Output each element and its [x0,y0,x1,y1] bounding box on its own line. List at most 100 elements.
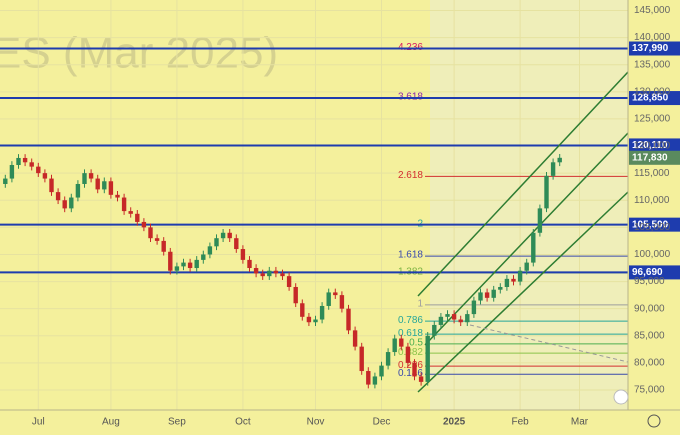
candle-body [484,292,490,298]
candle-body [240,249,246,260]
candle-body [62,200,67,209]
candle-body [234,238,239,250]
candle-body [451,314,457,320]
candle-body [9,165,15,179]
candle-body [537,208,543,233]
y-tick-label: 135,000 [634,59,671,70]
candle-body [491,289,496,298]
level-box [629,91,680,106]
channel-line [424,132,629,346]
candle-body [36,166,41,174]
candle-body [253,268,259,274]
candle-body [418,376,424,382]
candle-body [49,178,54,193]
candle-body [438,316,444,325]
x-tick-label: Jul [32,417,45,428]
candle-body [445,314,450,317]
x-tick-label: Sep [168,417,186,428]
level-box [629,265,680,280]
candle-body [425,335,430,382]
level-label: 105,500 [632,219,669,230]
icon [613,389,629,405]
candle-body [498,286,503,290]
y-tick-label: 85,000 [634,330,665,341]
candle-body [187,262,193,269]
y-tick-label: 80,000 [634,358,665,369]
candle-body [121,197,127,212]
y-tick-label: 105,000 [634,222,671,233]
candle-body [207,246,213,255]
candle-body [55,192,61,201]
x-tick-label: Feb [511,417,529,428]
level-label: 128,850 [632,93,669,104]
x-tick-label: Nov [307,417,325,428]
candle-body [95,178,100,190]
y-tick-label: 145,000 [634,5,671,16]
candle-body [319,305,325,320]
level-label: 137,990 [632,43,669,54]
candle-body [181,262,186,267]
level-box [629,41,680,56]
candle-body [326,292,331,306]
candle-body [286,276,292,287]
y-tick-label: 130,000 [634,86,671,97]
candle-body [102,181,107,190]
dashed-line [469,324,629,363]
candle-body [471,300,477,315]
x-tick-label: Mar [571,417,589,428]
candle-body [42,173,48,179]
candle-body [432,324,437,336]
fib-label: 0.786 [398,315,423,326]
candle-body [22,157,28,163]
candle-body [333,292,338,296]
candle-body [313,319,318,323]
candle-body [458,319,463,323]
level-box [629,217,680,232]
y-tick-label: 90,000 [634,303,665,314]
candle-body [115,194,120,198]
candle-body [372,376,378,385]
fib-zone [430,0,628,410]
x-tick-label: Dec [373,417,391,428]
levels: 137,990 128,850 120,110 105,500 96,690 117,83… [0,41,680,280]
level-label: 120,110 [632,140,668,151]
candle-body [161,240,166,252]
fib-label: 1.618 [398,250,423,261]
candle-body [293,286,298,304]
candle-body [174,266,180,271]
candle-body [504,278,510,287]
candle-body [405,346,411,363]
candle-body [524,262,529,271]
x-tick-label: 2025 [443,417,466,428]
candle-body [154,238,160,241]
y-tick-label: 100,000 [634,249,671,260]
candle-body [412,362,417,377]
candle-body [346,308,351,331]
settings-icon[interactable] [647,414,661,428]
candle-body [88,173,94,179]
axes: 75,000 80,000 85,000 90,000 95,000 100,000 105… [32,5,671,428]
last-price-box [629,150,680,165]
candle-body [379,365,384,377]
candle-body [108,181,114,195]
y-tick-label: 125,000 [634,114,671,125]
candle-body [544,175,549,209]
candle-body [550,162,556,176]
level-label: 96,690 [632,267,663,278]
candle-body [465,314,470,323]
fib-label: 1 [417,299,423,310]
fib-label: 0.618 [398,328,423,339]
y-tick-label: 75,000 [634,385,665,396]
candle-body [273,270,279,274]
candle-body [247,259,252,269]
candle-body [280,273,285,277]
x-tick-label: Oct [235,417,251,428]
candle-body [3,178,8,184]
watermark: ES (Mar 2025) [0,29,278,78]
fib-label: 0.236 [398,360,423,371]
candle-body [267,270,272,277]
candle-body [220,232,226,239]
candle-body [148,227,153,239]
fib-label: 0.146 [398,368,423,379]
